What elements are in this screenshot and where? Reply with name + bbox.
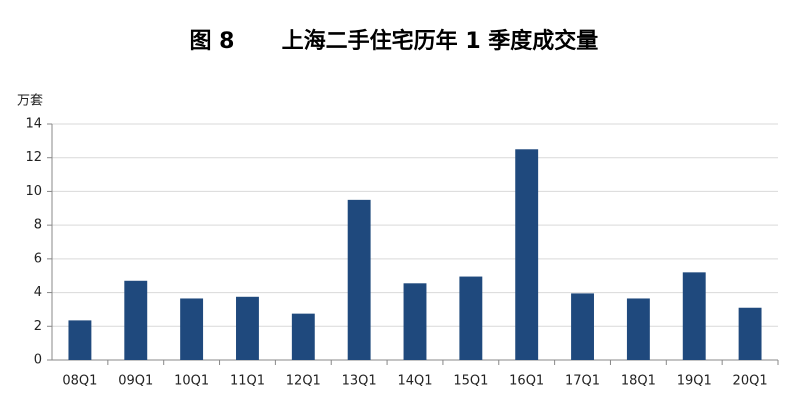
y-tick-label: 4 xyxy=(34,285,42,300)
bar xyxy=(291,313,315,360)
y-tick-label: 8 xyxy=(34,218,42,233)
y-tick-label: 2 xyxy=(34,319,42,334)
x-tick-label: 15Q1 xyxy=(453,374,488,389)
bar xyxy=(68,320,92,360)
bar xyxy=(515,149,539,360)
x-tick-label: 20Q1 xyxy=(733,374,768,389)
x-tick-label: 11Q1 xyxy=(230,374,265,389)
bar xyxy=(236,296,259,360)
bar xyxy=(459,276,483,360)
y-tick-label: 12 xyxy=(25,150,42,165)
x-tick-label: 14Q1 xyxy=(397,374,432,389)
bar xyxy=(682,272,706,360)
bar xyxy=(347,199,371,360)
bar xyxy=(180,298,204,360)
y-tick-label: 6 xyxy=(34,251,42,266)
y-tick-label: 0 xyxy=(34,353,42,368)
y-axis-label: 万套 xyxy=(17,93,43,109)
x-tick-label: 12Q1 xyxy=(286,374,321,389)
figure-label: 图 8 xyxy=(190,29,235,54)
chart-title: 上海二手住宅历年 1 季度成交量 xyxy=(282,28,599,54)
x-tick-label: 10Q1 xyxy=(174,374,209,389)
x-tick-label: 13Q1 xyxy=(342,374,377,389)
y-tick-label: 14 xyxy=(25,117,42,132)
x-tick-label: 09Q1 xyxy=(118,374,153,389)
x-tick-label: 08Q1 xyxy=(62,374,97,389)
x-tick-label: 17Q1 xyxy=(565,374,600,389)
bar xyxy=(124,280,148,360)
bar xyxy=(571,293,594,360)
bar xyxy=(626,298,650,360)
y-tick-label: 10 xyxy=(25,184,42,199)
x-tick-label: 16Q1 xyxy=(509,374,544,389)
x-tick-label: 19Q1 xyxy=(677,374,712,389)
x-tick-label: 18Q1 xyxy=(621,374,656,389)
bar xyxy=(738,307,762,360)
bar xyxy=(403,283,427,360)
